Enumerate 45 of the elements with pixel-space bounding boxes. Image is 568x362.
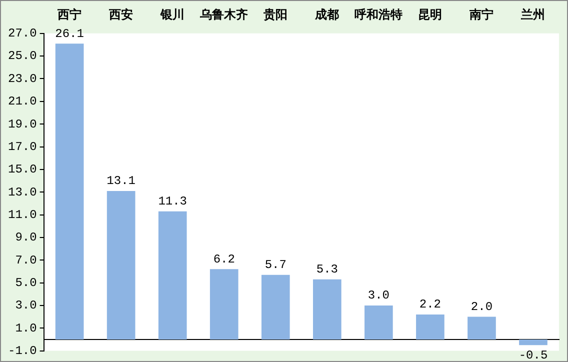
data-label: 11.3 [158, 194, 188, 209]
bar [261, 274, 290, 340]
x-tick-label: 银川 [160, 7, 185, 22]
data-label: 6.2 [213, 252, 235, 266]
data-label: 5.3 [316, 262, 338, 277]
data-label: 2.2 [419, 298, 442, 312]
y-tick-label: 11.0 [8, 208, 37, 222]
x-tick-label: 成都 [314, 7, 340, 22]
x-tick-label: 乌鲁木齐 [199, 7, 248, 22]
x-tick-label: 南宁 [468, 7, 494, 22]
x-tick-label: 贵阳 [262, 7, 288, 22]
data-label: 13.1 [106, 174, 136, 188]
bar [416, 314, 444, 340]
y-tick-label: 9.0 [15, 230, 37, 245]
bar [55, 44, 84, 340]
y-tick-label: 1.0 [15, 321, 37, 336]
data-label: 26.1 [55, 26, 84, 41]
x-tick-label: 西宁 [56, 7, 82, 22]
data-label: 5.7 [264, 258, 286, 272]
bar [519, 339, 548, 346]
x-tick-label: 昆明 [418, 7, 442, 22]
x-tick-label: 兰州 [520, 7, 546, 22]
y-tick-label: 27.0 [8, 26, 37, 41]
bar [158, 211, 187, 340]
y-tick-label: 21.0 [8, 94, 37, 109]
y-tick-label: 15.0 [8, 162, 37, 177]
y-tick-label: 25.0 [8, 49, 37, 64]
y-tick-label: -1.0 [8, 344, 37, 358]
y-tick-label: 19.0 [8, 117, 37, 132]
x-tick-label: 呼和浩特 [354, 7, 403, 22]
bar [364, 305, 393, 340]
y-tick-label: 17.0 [8, 140, 37, 154]
data-label: -0.5 [518, 348, 548, 362]
y-tick-label: 3.0 [15, 298, 37, 313]
y-tick-label: 23.0 [8, 72, 37, 86]
y-tick-label: 13.0 [8, 185, 37, 200]
y-tick-label: 7.0 [15, 253, 37, 268]
data-label: 2.0 [470, 300, 493, 314]
y-tick-label: 5.0 [15, 276, 37, 290]
x-tick-label: 西安 [108, 7, 134, 22]
data-label: 3.0 [368, 288, 390, 303]
bar [210, 269, 238, 340]
bar [312, 279, 342, 340]
bar [106, 190, 136, 340]
bar [468, 316, 496, 340]
